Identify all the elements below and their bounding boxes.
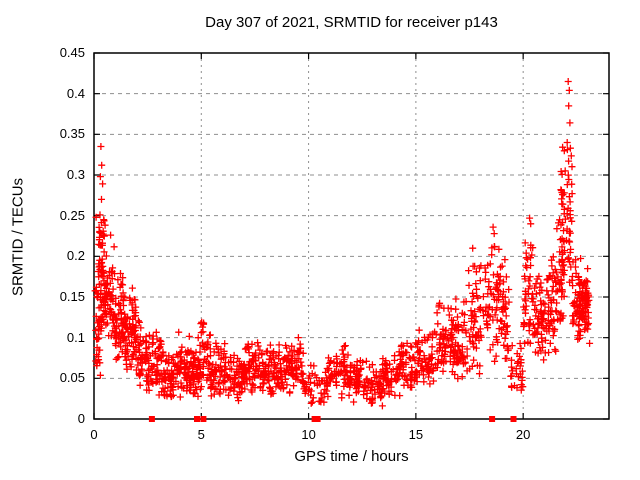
- y-tick-label: 0: [77, 411, 85, 426]
- x-tick-label: 15: [408, 427, 424, 442]
- y-tick-label: 0.35: [59, 126, 85, 142]
- scatter-points: [91, 78, 594, 410]
- x-tick-label: 10: [301, 427, 316, 442]
- chart-title: Day 307 of 2021, SRMTID for receiver p14…: [205, 14, 498, 31]
- x-axis-label: GPS time / hours: [294, 448, 409, 465]
- y-tick-label: 0.05: [59, 370, 85, 386]
- y-tick-label: 0.45: [59, 45, 85, 60]
- plot-border: [93, 52, 610, 420]
- y-tick-label: 0.25: [59, 207, 85, 223]
- zero-flag-square: [314, 416, 321, 422]
- x-tick-label: 5: [197, 427, 205, 442]
- zero-flag-square: [194, 416, 200, 422]
- x-tick-label: 20: [515, 427, 531, 442]
- y-tick-label: 0.15: [59, 289, 85, 304]
- x-tick-label: 0: [90, 427, 98, 442]
- y-tick-label: 0.1: [66, 329, 85, 345]
- y-axis-label: SRMTID / TECUs: [9, 177, 27, 297]
- y-tick-label: 0.3: [66, 167, 85, 182]
- zero-flag-square: [489, 416, 496, 422]
- y-tick-label: 0.2: [66, 248, 85, 264]
- zero-flag-square: [200, 416, 207, 422]
- horizontal-gridlines: [94, 93, 609, 379]
- y-tick-label: 0.4: [66, 85, 85, 101]
- zero-flag-square: [148, 416, 155, 422]
- zero-flag-square: [510, 416, 517, 422]
